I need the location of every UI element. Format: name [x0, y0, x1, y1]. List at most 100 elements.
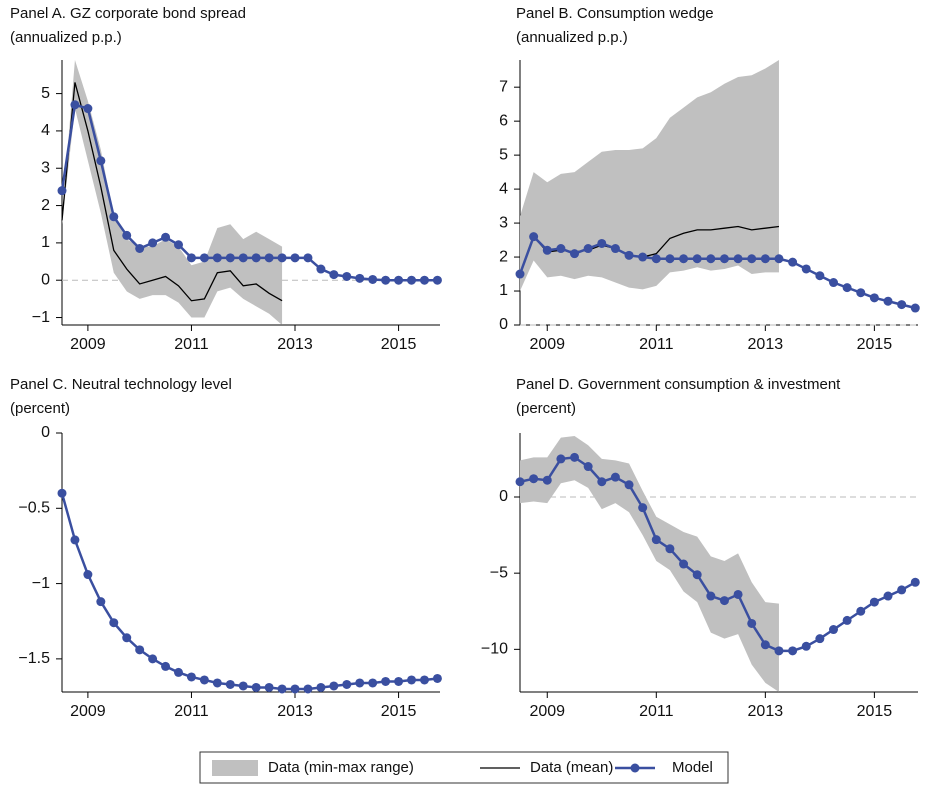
legend-label: Model: [672, 759, 713, 776]
y-tick-label: 5: [499, 146, 508, 163]
model-point: [665, 254, 675, 264]
model-point: [651, 535, 661, 545]
model-point: [883, 296, 893, 306]
y-tick-label: 2: [499, 248, 508, 265]
model-point: [747, 254, 757, 264]
y-tick-label: 1: [499, 282, 508, 299]
model-point: [70, 535, 80, 545]
model-point: [290, 684, 300, 694]
y-tick-label: −5: [490, 564, 508, 581]
y-tick-label: −1: [32, 575, 50, 592]
x-tick-label: 2013: [748, 703, 784, 720]
model-point: [225, 679, 235, 689]
legend-label: Data (min-max range): [268, 759, 414, 776]
legend-swatch-model-point: [630, 763, 640, 773]
x-tick-label: 2009: [70, 703, 106, 720]
y-tick-label: 2: [41, 197, 50, 214]
model-point: [316, 682, 326, 692]
model-point: [719, 254, 729, 264]
model-point: [788, 646, 798, 656]
y-tick-label: 0: [41, 424, 50, 441]
model-point: [225, 253, 235, 263]
x-tick-label: 2011: [174, 336, 209, 353]
model-point: [638, 503, 648, 513]
model-point: [368, 274, 378, 284]
panel-subtitle: (annualized p.p.): [516, 29, 628, 46]
model-point: [251, 682, 261, 692]
model-point: [251, 253, 261, 263]
model-point: [57, 488, 67, 498]
y-tick-label: 4: [41, 122, 50, 139]
model-point: [542, 475, 552, 485]
model-point: [706, 254, 716, 264]
y-tick-label: 0: [499, 488, 508, 505]
model-point: [515, 477, 525, 487]
model-point: [277, 684, 287, 694]
model-point: [788, 257, 798, 267]
model-point: [570, 249, 580, 259]
y-tick-label: 7: [499, 78, 508, 95]
legend-label: Data (mean): [530, 759, 613, 776]
model-point: [316, 264, 326, 274]
model-point: [212, 253, 222, 263]
x-tick-label: 2013: [748, 336, 784, 353]
model-point: [83, 104, 93, 114]
model-point: [381, 676, 391, 686]
model-point: [692, 254, 702, 264]
y-tick-label: 0: [499, 316, 508, 333]
model-point: [407, 675, 417, 685]
model-point: [368, 678, 378, 688]
model-point: [355, 678, 365, 688]
panel-title: Panel A. GZ corporate bond spread: [10, 5, 246, 22]
y-tick-label: −1: [32, 309, 50, 326]
range-band: [520, 60, 779, 292]
model-point: [57, 186, 67, 196]
y-tick-label: −1.5: [18, 650, 50, 667]
model-point: [597, 238, 607, 248]
model-point: [556, 454, 566, 464]
model-point: [148, 654, 158, 664]
model-point: [394, 676, 404, 686]
model-point: [815, 271, 825, 281]
model-point: [815, 634, 825, 644]
model-point: [83, 570, 93, 580]
y-tick-label: 3: [499, 214, 508, 231]
y-tick-label: 1: [41, 234, 50, 251]
model-point: [570, 452, 580, 462]
model-point: [597, 477, 607, 487]
model-point: [842, 615, 852, 625]
model-point: [96, 156, 106, 166]
model-point: [419, 675, 429, 685]
model-point: [679, 254, 689, 264]
x-tick-label: 2011: [639, 703, 674, 720]
model-point: [186, 253, 196, 263]
panel-subtitle: (percent): [516, 400, 576, 417]
model-point: [419, 275, 429, 285]
model-point: [679, 559, 689, 569]
model-point: [122, 230, 132, 240]
model-point: [342, 271, 352, 281]
legend-swatch-range: [212, 760, 258, 776]
x-tick-label: 2015: [857, 336, 893, 353]
model-point: [432, 673, 442, 683]
model-point: [515, 269, 525, 279]
model-point: [583, 244, 593, 254]
model-point: [883, 591, 893, 601]
model-point: [277, 253, 287, 263]
y-tick-label: 4: [499, 180, 508, 197]
y-tick-label: 3: [41, 159, 50, 176]
model-point: [828, 625, 838, 635]
model-point: [135, 243, 145, 253]
model-point: [706, 591, 716, 601]
model-point: [733, 589, 743, 599]
model-point: [342, 679, 352, 689]
model-point: [70, 100, 80, 110]
range-band: [520, 436, 779, 692]
model-point: [122, 633, 132, 643]
model-point: [692, 570, 702, 580]
panel-subtitle: (percent): [10, 400, 70, 417]
model-point: [329, 681, 339, 691]
model-point: [290, 253, 300, 263]
